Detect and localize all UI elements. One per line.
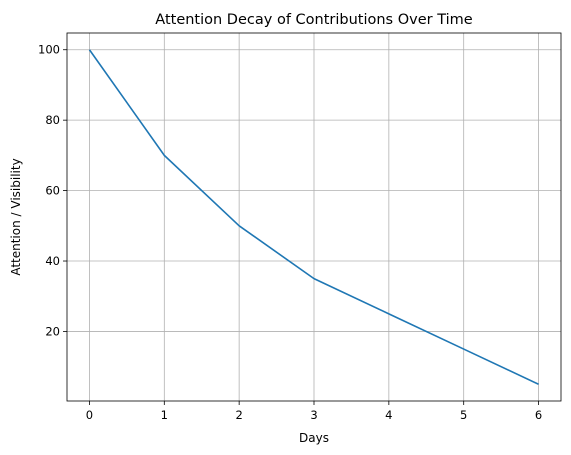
x-tick-label: 5 <box>460 408 467 422</box>
y-tick-label: 40 <box>45 254 60 268</box>
series-layer <box>88 49 539 385</box>
x-axis-label: Days <box>299 431 329 445</box>
series-line <box>88 49 539 385</box>
x-tick-label: 6 <box>535 408 542 422</box>
y-axis-label: Attention / Visibility <box>9 158 23 275</box>
x-tick-label: 0 <box>86 408 93 422</box>
x-tick-label: 4 <box>385 408 392 422</box>
x-tick-label: 3 <box>310 408 317 422</box>
grid-layer <box>67 33 561 401</box>
y-tick-label: 20 <box>45 324 60 338</box>
y-tick-label: 60 <box>45 184 60 198</box>
tick-layer: 0 1 2 3 4 5 6 20 40 60 80 100 <box>38 43 542 422</box>
y-tick-label: 100 <box>38 43 60 57</box>
x-tick-label: 1 <box>161 408 168 422</box>
chart-title: Attention Decay of Contributions Over Ti… <box>155 12 472 28</box>
x-tick-label: 2 <box>235 408 242 422</box>
y-tick-label: 80 <box>45 113 60 127</box>
